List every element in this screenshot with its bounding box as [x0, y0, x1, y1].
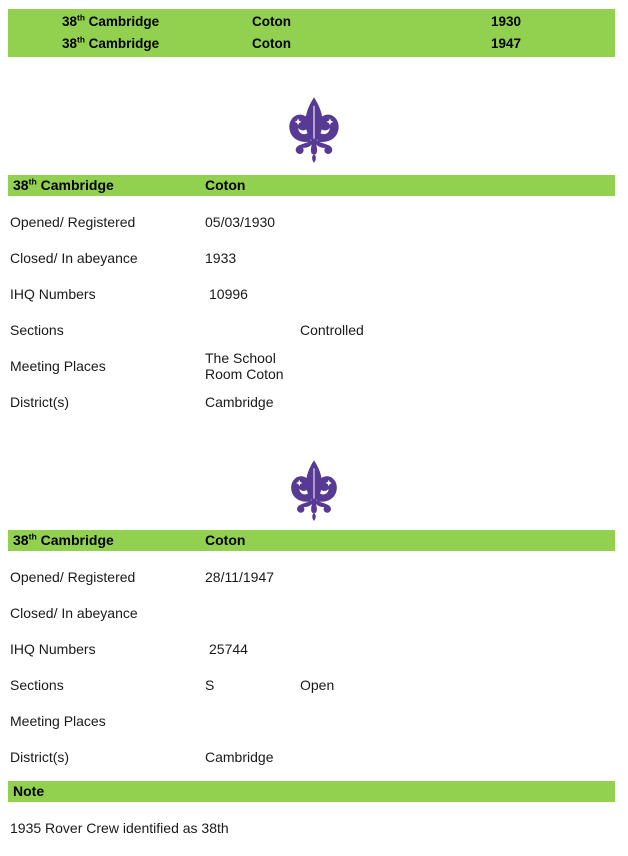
detail-row: Sections Controlled	[10, 312, 628, 348]
header-place: Coton	[205, 532, 246, 548]
note-header-label: Note	[13, 783, 45, 799]
row-value: Cambridge	[205, 749, 274, 765]
row-label: Closed/ In abeyance	[10, 605, 138, 621]
detail-row: Opened/ Registered 05/03/1930	[10, 204, 628, 240]
record-emblem	[0, 97, 628, 165]
detail-row: IHQ Numbers 25744	[10, 631, 628, 667]
detail-row: Meeting Places The School Room Coton	[10, 348, 628, 384]
group-name: 38th Cambridge	[62, 34, 160, 51]
scout-fleur-de-lis-icon	[289, 97, 339, 163]
note-text: 1935 Rover Crew identified as 38th	[10, 820, 229, 836]
header-group-name: 38th Cambridge	[13, 531, 114, 548]
row-label: Opened/ Registered	[10, 569, 136, 585]
detail-row: Closed/ In abeyance 1933	[10, 240, 628, 276]
summary-row: 38th Cambridge Coton 1930	[8, 11, 615, 33]
group-name: 38th Cambridge	[62, 12, 160, 29]
detail-row: Closed/ In abeyance	[10, 595, 628, 631]
note-header-bar: Note	[8, 781, 615, 802]
detail-row: Sections S Open	[10, 667, 628, 703]
scout-fleur-de-lis-icon	[291, 460, 337, 521]
row-extra: Controlled	[300, 322, 364, 338]
row-label: Sections	[10, 677, 64, 693]
record-header-bar: 38th Cambridge Coton	[8, 530, 615, 551]
row-label: District(s)	[10, 749, 70, 765]
year: 1947	[491, 36, 522, 51]
place-name: Coton	[252, 36, 291, 51]
row-label: IHQ Numbers	[10, 641, 96, 657]
record-detail-rows: Opened/ Registered 28/11/1947 Closed/ In…	[10, 551, 628, 775]
row-value: S	[205, 677, 215, 693]
detail-row: District(s) Cambridge	[10, 739, 628, 775]
summary-row: 38th Cambridge Coton 1947	[8, 33, 615, 55]
row-label: Sections	[10, 322, 64, 338]
record-detail-rows: Opened/ Registered 05/03/1930 Closed/ In…	[10, 196, 628, 420]
detail-row: Meeting Places	[10, 703, 628, 739]
header-place: Coton	[205, 177, 246, 193]
row-extra: Open	[300, 677, 335, 693]
record-emblem	[0, 460, 628, 523]
row-label: Closed/ In abeyance	[10, 250, 138, 266]
year: 1930	[491, 14, 522, 29]
row-value: 25744	[209, 641, 248, 657]
row-value: 05/03/1930	[205, 214, 276, 230]
row-label: Opened/ Registered	[10, 214, 136, 230]
detail-row: IHQ Numbers 10996	[10, 276, 628, 312]
header-group-name: 38th Cambridge	[13, 176, 114, 193]
row-label: District(s)	[10, 394, 70, 410]
detail-row: Opened/ Registered 28/11/1947	[10, 559, 628, 595]
row-value: 1933	[205, 250, 237, 266]
row-value: 28/11/1947	[205, 569, 275, 585]
detail-row: District(s) Cambridge	[10, 384, 628, 420]
row-value: The School Room Coton	[205, 350, 284, 382]
row-label: Meeting Places	[10, 713, 106, 729]
row-value: 10996	[209, 286, 248, 302]
row-label: Meeting Places	[10, 358, 106, 374]
place-name: Coton	[252, 14, 291, 29]
record-header-bar: 38th Cambridge Coton	[8, 175, 615, 196]
summary-table: 38th Cambridge Coton 1930 38th Cambridge…	[8, 9, 615, 57]
row-value: Cambridge	[205, 394, 274, 410]
row-label: IHQ Numbers	[10, 286, 96, 302]
